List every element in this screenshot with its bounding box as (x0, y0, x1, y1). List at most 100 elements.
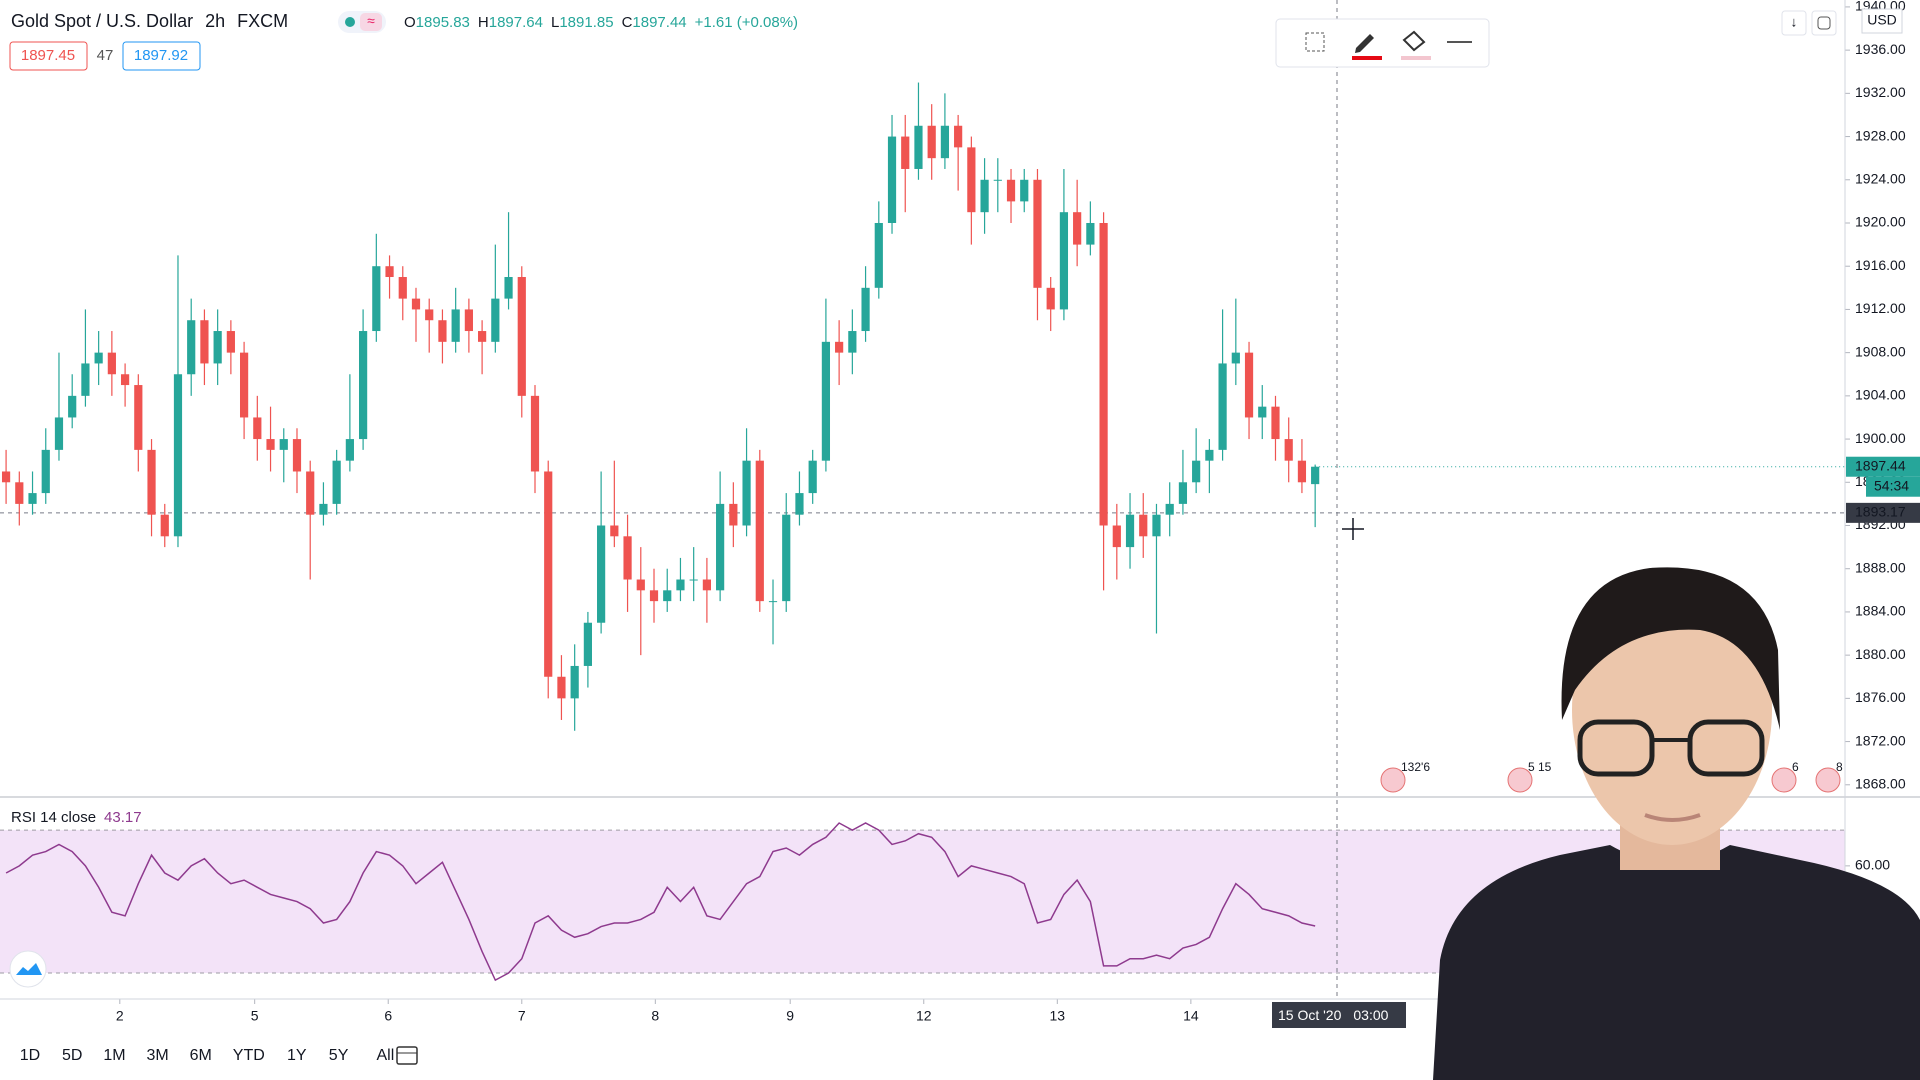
candle-body (1178, 482, 1188, 504)
candle-body (742, 460, 751, 526)
candle-body (795, 493, 804, 515)
candle-body (887, 136, 897, 223)
candle-body (1073, 212, 1082, 245)
fill-button[interactable] (1402, 30, 1426, 52)
candle-body (1125, 514, 1135, 548)
event-icon[interactable] (1815, 767, 1841, 793)
timeframe-button[interactable]: 1D (20, 1047, 40, 1064)
candle-body (967, 147, 976, 213)
x-tick-label: 7 (518, 1008, 526, 1024)
candle-body (544, 471, 553, 677)
change: +1.61 (+0.08%) (695, 14, 798, 31)
crosshair-price: 1893.17 (1855, 504, 1906, 520)
candle-body (755, 460, 764, 602)
candle-body (782, 514, 791, 602)
crosshair-price-box (1846, 502, 1920, 523)
candle-body (835, 341, 844, 353)
x-tick-label: 6 (384, 1008, 392, 1024)
candle-body (689, 579, 698, 581)
countdown-box (1866, 476, 1920, 497)
candle-body (1059, 212, 1069, 310)
candle-body (861, 287, 870, 332)
candle-body (583, 622, 592, 666)
event-count: 6 (1792, 760, 1799, 774)
candle-body (663, 590, 672, 602)
ohlc-value: 1897.44 (632, 14, 686, 31)
line-color-button[interactable] (1355, 34, 1374, 53)
candle-body (729, 503, 738, 526)
currency-box[interactable] (1861, 8, 1903, 34)
symbol-title: Gold Spot / U.S. Dollar (11, 11, 193, 31)
candle-body (1112, 525, 1121, 548)
candle-body (1271, 406, 1280, 440)
refresh-button[interactable] (1811, 10, 1837, 36)
last-price-box (1846, 456, 1920, 477)
last-price: 1897.44 (1855, 457, 1906, 473)
candle-body (385, 266, 394, 278)
drawing-toolbar (1275, 18, 1490, 68)
candle-body (1218, 363, 1227, 450)
tv-logo[interactable] (9, 950, 47, 988)
candle-body (623, 536, 632, 580)
bid-box[interactable] (9, 41, 88, 71)
candle-body (874, 222, 883, 288)
event-count: 8 (1836, 760, 1843, 774)
ohlc-label: C (622, 14, 633, 31)
candle-body (1192, 460, 1201, 483)
x-tick-label: 14 (1183, 1008, 1199, 1024)
candle-body (1152, 514, 1161, 537)
crosshair-time: 15 Oct '20 03:00 (1278, 1007, 1389, 1023)
event-icon[interactable] (1771, 767, 1797, 793)
candle-body (173, 374, 183, 537)
candle-body (1, 471, 11, 483)
top-right-buttons: ↓ USD (1781, 8, 1903, 36)
scroll-button[interactable] (1781, 10, 1807, 36)
timeframe-button[interactable]: 1Y (287, 1047, 307, 1064)
line-color-swatch (1352, 56, 1382, 60)
y-tick-label: 1900.00 (1855, 430, 1906, 446)
candle-body (319, 503, 328, 515)
timeframe-button[interactable]: All (376, 1047, 394, 1064)
candle-body (54, 417, 64, 450)
symbol-header: Gold Spot / U.S. Dollar 2h FXCM (11, 11, 288, 31)
ask-box[interactable] (122, 41, 201, 71)
bid: 1897.45 (21, 47, 75, 64)
candle-body (954, 125, 963, 148)
timeframe-button[interactable]: YTD (233, 1047, 265, 1064)
candle-body (41, 449, 50, 494)
tv-logo-glyph (16, 963, 42, 975)
candle-body (332, 460, 341, 504)
countdown: 54:34 (1874, 477, 1909, 493)
candle-body (1033, 179, 1042, 288)
market-open-dot (345, 17, 355, 27)
person-mouth (1644, 813, 1701, 822)
timeframe-button[interactable]: 1M (103, 1047, 125, 1064)
candle-body (120, 374, 130, 386)
event-icon[interactable] (1507, 767, 1533, 793)
candle-body (68, 395, 77, 418)
timeframe-button[interactable]: 3M (146, 1047, 168, 1064)
source: FXCM (237, 11, 288, 31)
interval: 2h (205, 11, 225, 31)
crosshair-clock: 03:00 (1353, 1007, 1388, 1023)
timeframe-button[interactable]: 5Y (329, 1047, 349, 1064)
fill-swatch (1401, 56, 1431, 60)
y-tick-label: 1924.00 (1855, 170, 1906, 186)
event-icon[interactable] (1380, 767, 1406, 793)
rsi-tick-label: 60.00 (1855, 857, 1890, 873)
template-button[interactable] (1305, 32, 1325, 52)
timeframe-button[interactable]: 6M (190, 1047, 212, 1064)
candle-body (649, 590, 659, 602)
person-shirt (1433, 845, 1920, 1080)
candle-body (517, 277, 526, 396)
candle-body (808, 460, 817, 494)
spread: 47 (97, 47, 114, 64)
candle-body (464, 309, 473, 332)
glasses-left (1577, 719, 1655, 777)
y-tick-label: 1916.00 (1855, 257, 1906, 273)
candle-body (1297, 460, 1307, 483)
candle-body (345, 439, 354, 461)
calendar-button[interactable] (396, 1046, 418, 1065)
y-tick-label: 1876.00 (1855, 689, 1906, 705)
timeframe-button[interactable]: 5D (62, 1047, 82, 1064)
